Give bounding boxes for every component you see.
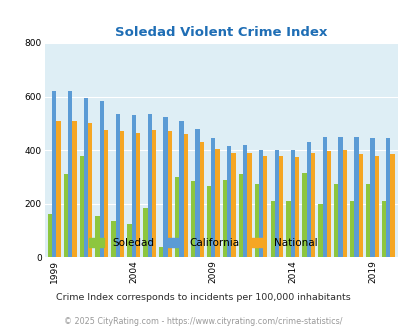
Bar [199,142,203,257]
Bar [147,114,151,257]
Bar [238,174,242,257]
Bar [310,153,314,257]
Bar [326,151,330,257]
Bar [318,204,322,257]
Bar [247,153,251,257]
Bar [48,214,52,257]
Bar [242,145,247,257]
Bar [262,155,267,257]
Bar [231,153,235,257]
Bar [374,155,378,257]
Bar [365,184,369,257]
Bar [354,137,358,257]
Bar [215,149,219,257]
Bar [179,121,183,257]
Bar [95,216,100,257]
Bar [143,208,147,257]
Bar [111,221,115,257]
Bar [100,101,104,257]
Bar [120,131,124,257]
Bar [302,173,306,257]
Text: Crime Index corresponds to incidents per 100,000 inhabitants: Crime Index corresponds to incidents per… [55,292,350,302]
Bar [278,155,283,257]
Bar [115,114,120,257]
Bar [195,129,199,257]
Bar [207,186,211,257]
Bar [342,150,346,257]
Bar [211,138,215,257]
Bar [294,157,298,257]
Bar [56,121,60,257]
Bar [306,142,310,257]
Bar [127,224,131,257]
Bar [390,154,394,257]
Bar [104,130,108,257]
Bar [385,138,390,257]
Bar [163,116,167,257]
Bar [167,131,172,257]
Bar [79,155,84,257]
Legend: Soledad, California, National: Soledad, California, National [84,234,321,252]
Bar [88,123,92,257]
Bar [286,201,290,257]
Bar [68,91,72,257]
Bar [358,154,362,257]
Bar [322,137,326,257]
Bar [274,150,278,257]
Bar [349,201,354,257]
Bar [381,201,385,257]
Bar [190,181,195,257]
Bar [72,121,77,257]
Bar [131,115,136,257]
Text: © 2025 CityRating.com - https://www.cityrating.com/crime-statistics/: © 2025 CityRating.com - https://www.city… [64,317,341,326]
Bar [333,184,338,257]
Bar [338,137,342,257]
Bar [270,201,274,257]
Bar [136,133,140,257]
Bar [52,91,56,257]
Title: Soledad Violent Crime Index: Soledad Violent Crime Index [115,26,327,39]
Bar [290,150,294,257]
Bar [84,98,88,257]
Bar [183,134,188,257]
Bar [254,184,258,257]
Bar [64,174,68,257]
Bar [369,138,374,257]
Bar [175,177,179,257]
Bar [226,146,231,257]
Bar [258,150,262,257]
Bar [151,130,156,257]
Bar [159,247,163,257]
Bar [222,180,226,257]
